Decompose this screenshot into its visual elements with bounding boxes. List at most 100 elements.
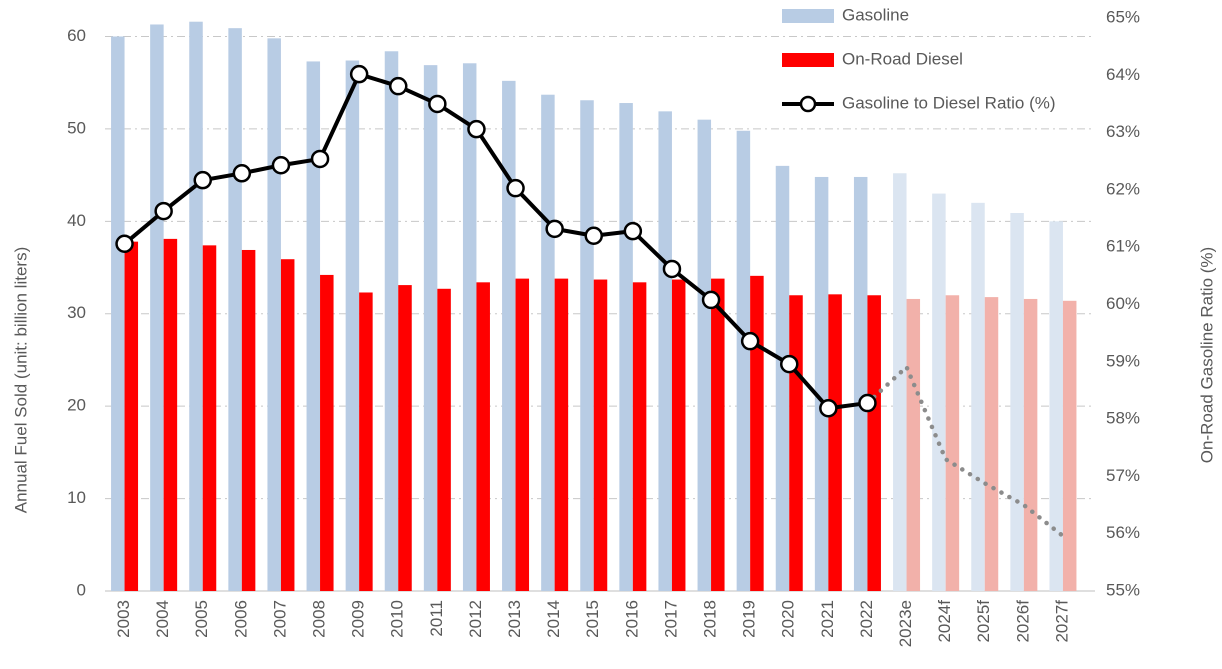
bar	[306, 61, 321, 592]
bar	[828, 294, 842, 591]
y-tick-label: 40	[67, 211, 86, 230]
legend-label: Gasoline	[842, 5, 909, 24]
bar	[984, 297, 999, 591]
marker	[115, 234, 134, 254]
y2-tick-label: 61%	[1106, 237, 1140, 256]
bar	[476, 282, 490, 591]
x-tick-label: 2027f	[1052, 600, 1071, 643]
x-tick-label: 2013	[505, 600, 524, 638]
marker	[858, 393, 877, 413]
bar	[775, 165, 790, 591]
x-tick-label: 2024f	[935, 600, 954, 643]
bar	[711, 278, 725, 591]
x-tick-label: 2018	[701, 600, 720, 638]
legend-swatch	[799, 95, 817, 113]
marker	[271, 156, 291, 175]
bar	[671, 279, 686, 591]
x-tick-label: 2025f	[974, 600, 993, 643]
bar	[867, 295, 881, 591]
x-tick-label: 2004	[153, 600, 172, 638]
bar	[1062, 300, 1077, 591]
bar	[111, 36, 125, 591]
legend-swatch	[782, 9, 834, 23]
bar	[124, 241, 139, 591]
x-tick-label: 2014	[544, 600, 563, 638]
bar	[750, 275, 764, 591]
bar	[971, 202, 985, 591]
x-tick-label: 2021	[818, 600, 837, 638]
bar	[932, 193, 946, 591]
y-tick-label: 50	[67, 118, 86, 137]
x-tick-label: 2016	[622, 600, 641, 638]
bar	[697, 119, 712, 592]
x-tick-label: 2008	[310, 600, 329, 638]
bar	[228, 28, 242, 591]
marker	[662, 259, 682, 279]
y2-tick-label: 58%	[1106, 409, 1140, 428]
y2-tick-label: 56%	[1106, 523, 1140, 542]
bar	[593, 279, 608, 591]
bar	[893, 173, 907, 591]
y-tick-label: 60	[67, 26, 86, 45]
bar	[632, 282, 647, 591]
bar	[359, 292, 373, 591]
y2-axis-title: On-Road Gasoline Ratio (%)	[1197, 247, 1216, 463]
marker	[467, 119, 486, 139]
bar	[345, 60, 360, 592]
x-tick-label: 2019	[740, 600, 759, 638]
y2-tick-label: 59%	[1106, 351, 1140, 370]
y2-tick-label: 62%	[1106, 179, 1140, 198]
y2-tick-label: 55%	[1106, 580, 1140, 599]
marker	[428, 94, 447, 114]
y-tick-label: 30	[67, 303, 86, 322]
x-tick-label: 2017	[661, 600, 680, 638]
y2-tick-label: 64%	[1106, 65, 1140, 84]
marker	[780, 354, 799, 374]
bar	[320, 274, 334, 591]
bar	[189, 21, 203, 591]
marker	[740, 331, 760, 351]
bar	[619, 103, 633, 591]
bar	[658, 111, 672, 591]
legend-label: On-Road Diesel	[842, 49, 963, 68]
bar	[437, 288, 451, 591]
bar	[462, 63, 477, 592]
bar	[541, 94, 555, 591]
bar	[906, 298, 921, 591]
x-tick-label: 2003	[114, 600, 133, 638]
bar	[202, 245, 217, 591]
y2-tick-label: 63%	[1106, 122, 1140, 141]
marker	[154, 201, 173, 221]
x-tick-label: 2010	[388, 600, 407, 638]
y2-tick-label: 65%	[1106, 7, 1140, 26]
marker	[545, 219, 564, 239]
marker	[584, 226, 603, 245]
x-tick-label: 2009	[349, 600, 368, 638]
bar	[1049, 221, 1063, 592]
marker	[623, 221, 643, 241]
forecast-line	[865, 363, 1066, 539]
bar	[280, 259, 295, 591]
marker	[193, 170, 212, 190]
bar	[945, 295, 960, 591]
legend-label: Gasoline to Diesel Ratio (%)	[842, 93, 1056, 112]
x-tick-label: 2005	[192, 600, 211, 638]
x-tick-label: 2020	[779, 600, 798, 638]
bar	[423, 65, 438, 592]
marker	[389, 76, 408, 96]
x-tick-label: 2006	[231, 600, 250, 638]
x-tick-label: 2023e	[896, 600, 915, 647]
marker	[701, 290, 721, 310]
y-tick-label: 10	[67, 488, 86, 507]
bar	[853, 176, 868, 591]
bar	[150, 24, 164, 591]
y-tick-label: 0	[77, 580, 86, 599]
bar	[554, 278, 569, 591]
marker	[349, 64, 369, 84]
y2-tick-label: 60%	[1106, 294, 1140, 313]
bar	[789, 295, 803, 591]
bar	[580, 100, 594, 591]
marker	[506, 178, 525, 198]
legend-swatch	[782, 53, 834, 67]
